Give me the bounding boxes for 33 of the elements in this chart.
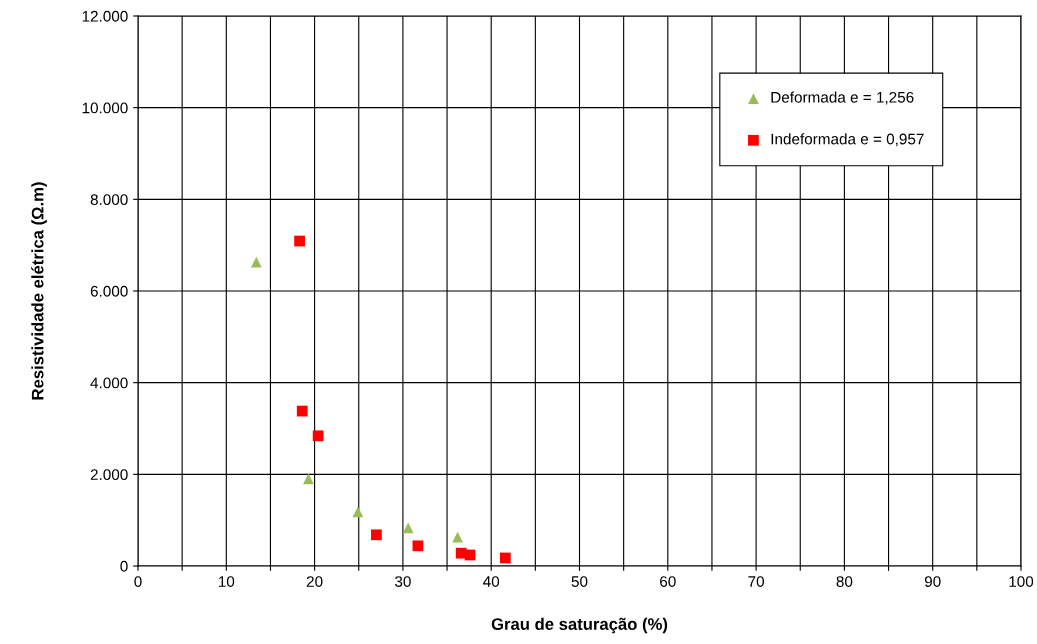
x-tick-label: 20 xyxy=(306,576,323,587)
point xyxy=(371,529,382,541)
y-tick-label: 4.000 xyxy=(90,377,128,389)
y-axis-title: Resistividade elétrica (Ω.m) xyxy=(31,182,47,400)
point xyxy=(294,235,305,247)
y-tick-label: 8.000 xyxy=(90,194,128,206)
x-tick-label: 60 xyxy=(660,576,676,587)
point xyxy=(412,540,424,552)
legend-label: Indeformada e = 0,957 xyxy=(771,133,924,147)
y-tick-label: 0 xyxy=(120,560,128,572)
x-tick-label: 0 xyxy=(134,576,142,587)
x-tick-label: 90 xyxy=(924,576,941,587)
x-tick-label: 40 xyxy=(483,576,500,587)
point xyxy=(499,552,511,564)
x-axis-title: Grau de saturação (%) xyxy=(491,617,668,634)
y-tick-label: 10.000 xyxy=(82,102,128,114)
point xyxy=(250,256,262,268)
point xyxy=(352,506,364,518)
x-tick-label: 70 xyxy=(748,576,764,587)
point xyxy=(296,405,308,417)
x-tick-label: 50 xyxy=(571,576,588,587)
x-tick-label: 30 xyxy=(394,576,411,587)
y-tick-label: 6.000 xyxy=(90,285,128,297)
point xyxy=(303,473,314,485)
x-tick-label: 10 xyxy=(218,576,235,587)
point xyxy=(452,531,464,543)
x-tick-label: 100 xyxy=(1009,576,1034,587)
legend-label: Deformada e = 1,256 xyxy=(771,91,914,105)
y-tick-label: 12.000 xyxy=(82,10,128,22)
x-tick-label: 80 xyxy=(836,576,853,587)
point xyxy=(312,430,324,442)
y-tick-label: 2.000 xyxy=(90,469,128,481)
point xyxy=(402,522,414,534)
